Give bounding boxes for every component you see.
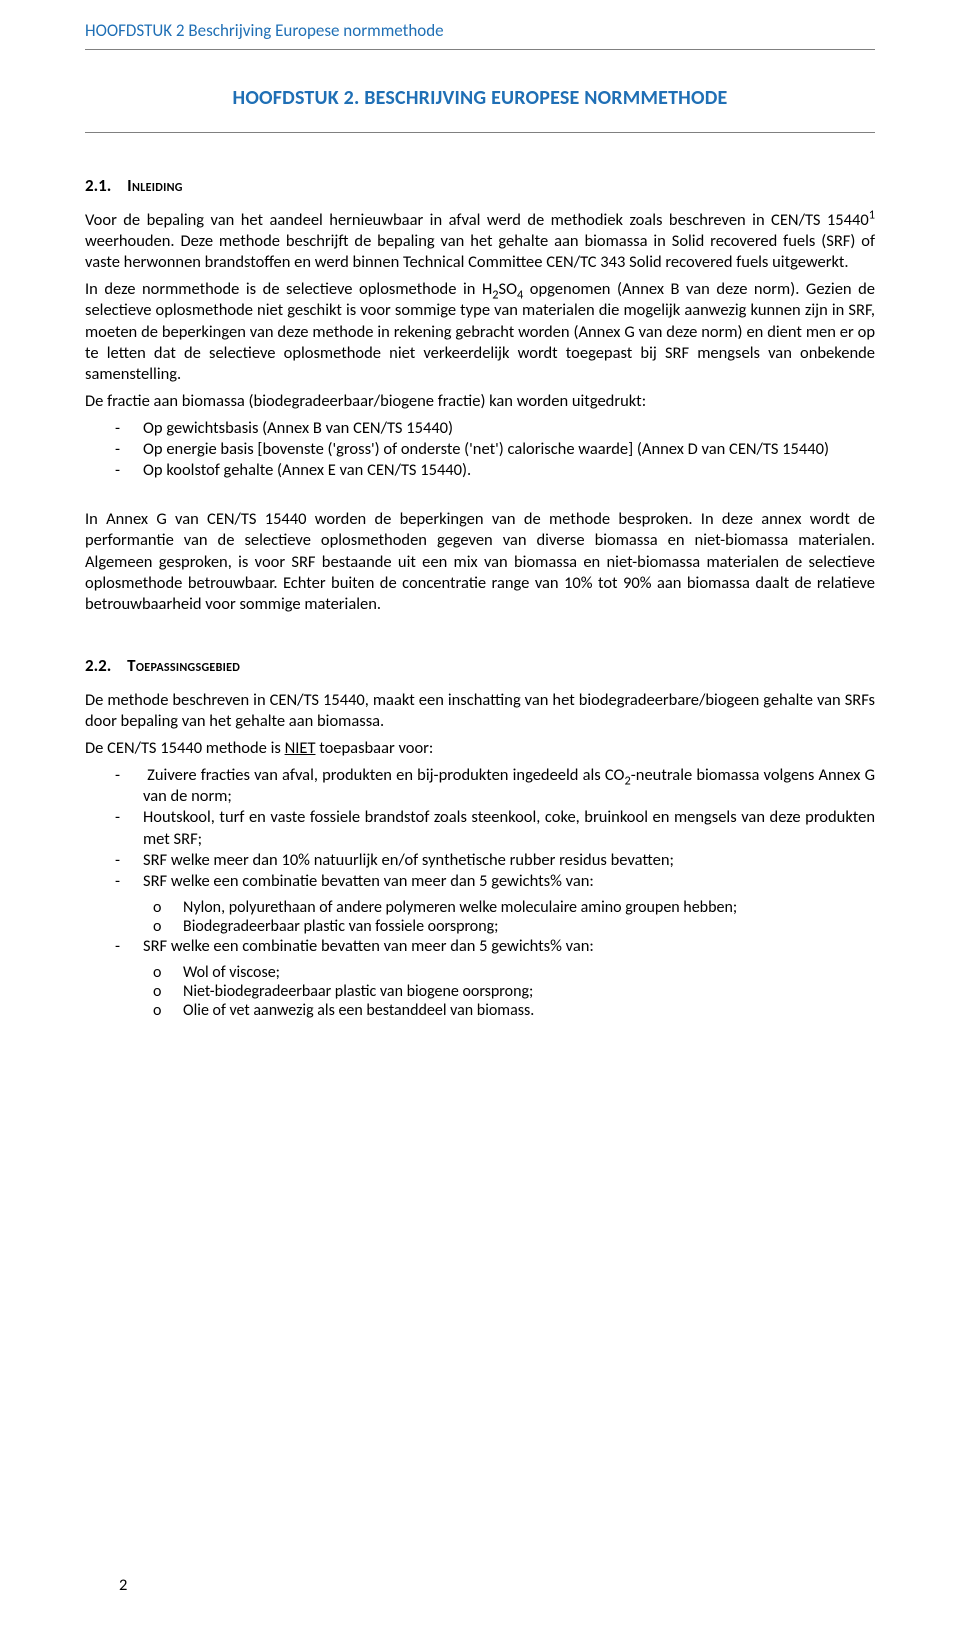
section-2-1-heading: 2.1. Inleiding [85, 175, 875, 196]
sub-list: Nylon, polyurethaan of andere polymeren … [85, 898, 875, 936]
page-number: 2 [119, 1575, 127, 1595]
list-item: Houtskool, turf en vaste fossiele brands… [85, 807, 875, 849]
text-run: Zuivere fracties van afval, produkten en… [147, 765, 624, 785]
list-item: SRF welke een combinatie bevatten van me… [85, 871, 875, 892]
running-header: HOOFDSTUK 2 Beschrijving Europese normme… [85, 20, 875, 41]
text-run: SO [499, 279, 518, 299]
header-rule [85, 49, 875, 50]
list-item: SRF welke meer dan 10% natuurlijk en/of … [85, 850, 875, 871]
text-run: Voor de bepaling van het aandeel hernieu… [85, 210, 869, 230]
list-item: Op energie basis [bovenste ('gross') of … [85, 439, 875, 460]
underlined-text: NIET [285, 738, 316, 758]
bullet-list: Op gewichtsbasis (Annex B van CEN/TS 154… [85, 418, 875, 481]
text-run: De CEN/TS 15440 methode is [85, 738, 285, 758]
list-item: Op gewichtsbasis (Annex B van CEN/TS 154… [85, 418, 875, 439]
paragraph: In Annex G van CEN/TS 15440 worden de be… [85, 509, 875, 615]
text-run: weerhouden. Deze methode beschrijft de b… [85, 231, 875, 272]
list-item: Wol of viscose; [85, 963, 875, 982]
section-2-2-heading: 2.2. Toepassingsgebied [85, 655, 875, 676]
chapter-title: HOOFDSTUK 2. BESCHRIJVING EUROPESE NORMM… [85, 86, 875, 110]
list-item: Op koolstof gehalte (Annex E van CEN/TS … [85, 460, 875, 481]
bullet-list: Zuivere fracties van afval, produkten en… [85, 765, 875, 892]
paragraph: In deze normmethode is de selectieve opl… [85, 279, 875, 385]
list-item: Biodegradeerbaar plastic van fossiele oo… [85, 917, 875, 936]
section-label: Inleiding [127, 175, 183, 196]
paragraph: De methode beschreven in CEN/TS 15440, m… [85, 690, 875, 732]
sub-list: Wol of viscose; Niet-biodegradeerbaar pl… [85, 963, 875, 1020]
section-number: 2.1. [85, 175, 111, 196]
bullet-list: SRF welke een combinatie bevatten van me… [85, 936, 875, 957]
title-rule [85, 132, 875, 133]
list-item: Olie of vet aanwezig als een bestanddeel… [85, 1001, 875, 1020]
text-run: In deze normmethode is de selectieve opl… [85, 279, 492, 299]
paragraph: Voor de bepaling van het aandeel hernieu… [85, 210, 875, 273]
list-item: Nylon, polyurethaan of andere polymeren … [85, 898, 875, 917]
text-run: toepasbaar voor: [315, 738, 433, 758]
footnote-ref: 1 [869, 208, 875, 223]
paragraph: De fractie aan biomassa (biodegradeerbaa… [85, 391, 875, 412]
list-item: Zuivere fracties van afval, produkten en… [85, 765, 875, 807]
paragraph: De CEN/TS 15440 methode is NIET toepasba… [85, 738, 875, 759]
section-number: 2.2. [85, 655, 111, 676]
list-item: SRF welke een combinatie bevatten van me… [85, 936, 875, 957]
section-label: Toepassingsgebied [127, 655, 240, 676]
list-item: Niet-biodegradeerbaar plastic van biogen… [85, 982, 875, 1001]
